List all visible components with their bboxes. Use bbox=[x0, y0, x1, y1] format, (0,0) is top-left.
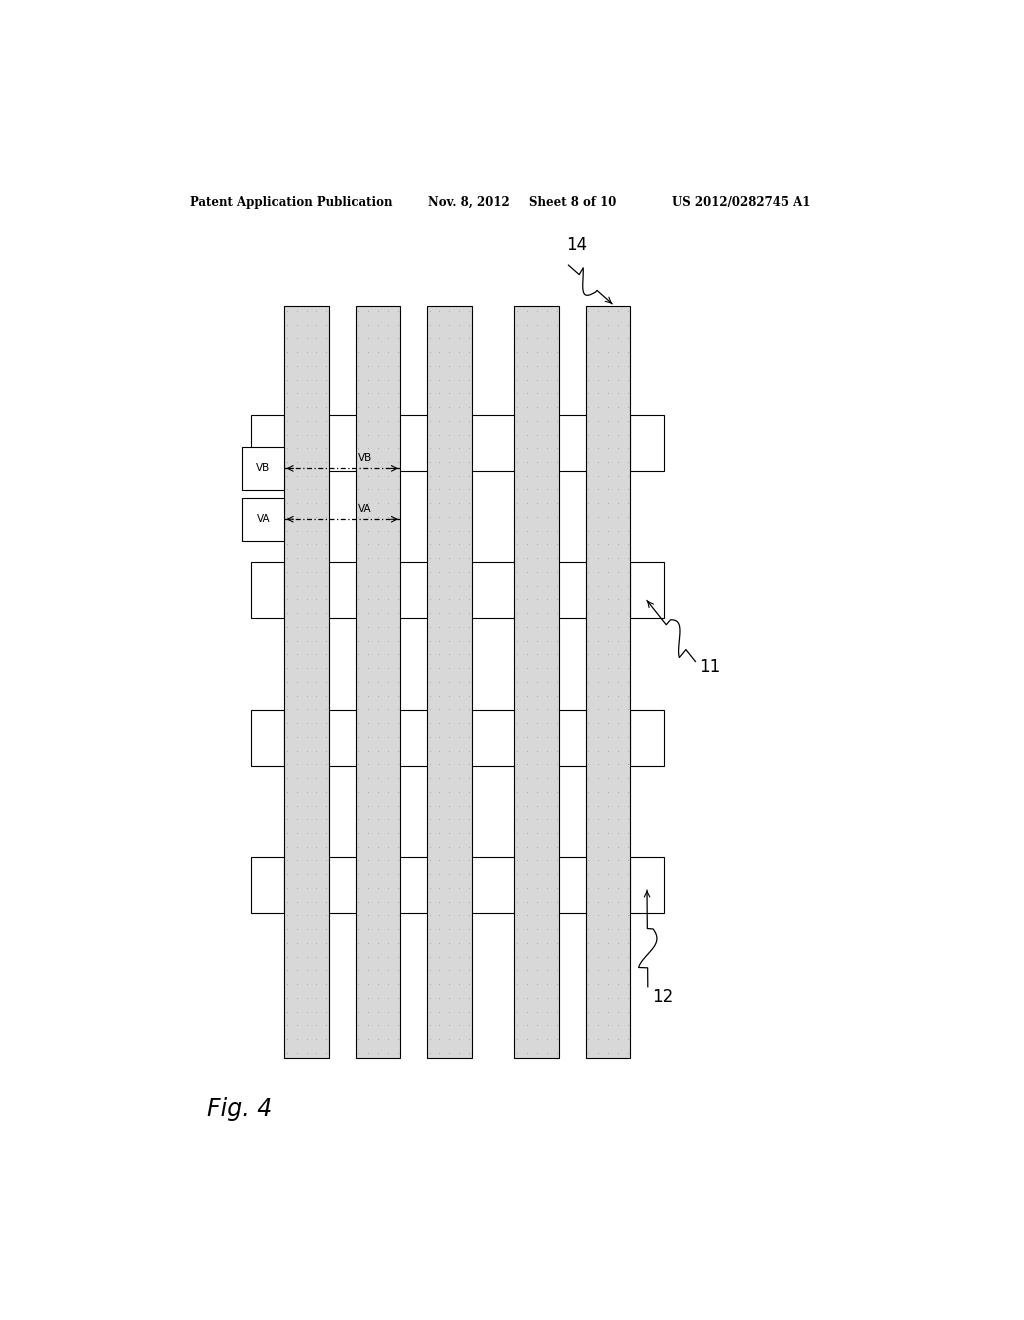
Bar bbox=[285, 306, 329, 1057]
Text: VB: VB bbox=[256, 463, 270, 474]
Text: VA: VA bbox=[256, 515, 270, 524]
Bar bbox=[285, 710, 631, 766]
Text: Sheet 8 of 10: Sheet 8 of 10 bbox=[528, 195, 616, 209]
Bar bbox=[631, 857, 664, 913]
Bar bbox=[243, 498, 285, 541]
Text: US 2012/0282745 A1: US 2012/0282745 A1 bbox=[672, 195, 810, 209]
Text: VA: VA bbox=[358, 504, 372, 515]
Text: Patent Application Publication: Patent Application Publication bbox=[189, 195, 392, 209]
Text: 11: 11 bbox=[699, 657, 721, 676]
Bar bbox=[251, 414, 285, 471]
Bar bbox=[285, 414, 631, 471]
Text: 12: 12 bbox=[652, 987, 673, 1006]
Text: Nov. 8, 2012: Nov. 8, 2012 bbox=[428, 195, 510, 209]
Bar bbox=[631, 710, 664, 766]
Text: 14: 14 bbox=[566, 236, 587, 253]
Bar bbox=[631, 562, 664, 618]
Bar bbox=[355, 306, 400, 1057]
Bar bbox=[586, 306, 631, 1057]
Bar bbox=[285, 562, 631, 618]
Bar bbox=[514, 306, 559, 1057]
Bar bbox=[631, 414, 664, 471]
Text: Fig. 4: Fig. 4 bbox=[207, 1097, 272, 1121]
Bar bbox=[251, 857, 285, 913]
Bar bbox=[427, 306, 472, 1057]
Bar bbox=[285, 857, 631, 913]
Bar bbox=[251, 562, 285, 618]
Bar bbox=[251, 710, 285, 766]
Bar bbox=[243, 447, 285, 490]
Text: VB: VB bbox=[358, 453, 373, 463]
